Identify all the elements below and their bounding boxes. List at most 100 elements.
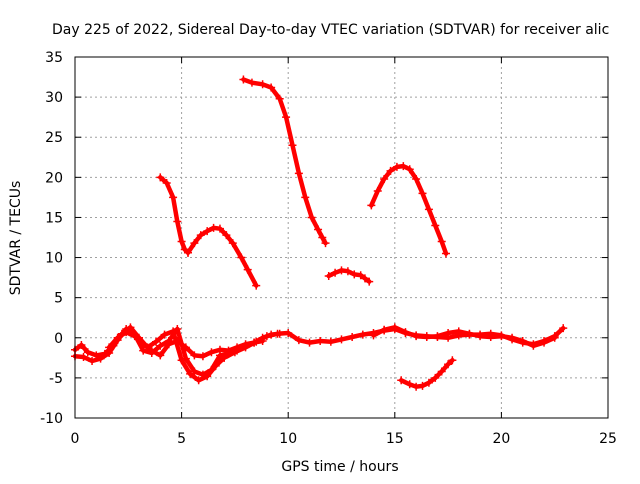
- x-tick-label: 0: [71, 431, 80, 447]
- data-point: [190, 351, 199, 360]
- data-point: [559, 324, 568, 333]
- data-point: [181, 354, 190, 363]
- data-point: [348, 332, 357, 341]
- data-point: [241, 340, 250, 349]
- data-point: [198, 370, 207, 379]
- data-point: [160, 330, 169, 339]
- data-point: [215, 345, 224, 354]
- data-point: [194, 376, 203, 385]
- data-point: [177, 356, 186, 365]
- data-point: [258, 80, 267, 89]
- y-tick-label: -5: [49, 371, 63, 387]
- data-point: [79, 353, 88, 362]
- data-point: [173, 336, 182, 345]
- data-point: [486, 332, 495, 341]
- plot-frame: [74, 56, 609, 419]
- data-point: [177, 237, 186, 246]
- x-tick-label: 25: [599, 431, 617, 447]
- data-point: [224, 346, 233, 355]
- data-point: [497, 332, 506, 341]
- data-point: [540, 338, 549, 347]
- data-point: [96, 354, 105, 363]
- data-point: [550, 333, 559, 342]
- data-point: [122, 328, 131, 337]
- y-tick-label: 0: [54, 331, 63, 347]
- data-point: [412, 332, 421, 341]
- data-point: [301, 193, 310, 202]
- data-point: [307, 213, 316, 222]
- data-point: [252, 281, 261, 290]
- y-tick-label: 10: [45, 251, 63, 267]
- data-point: [203, 227, 212, 236]
- data-point: [529, 341, 538, 350]
- data-point: [437, 367, 446, 376]
- data-point: [448, 356, 457, 365]
- data-point: [412, 382, 421, 391]
- data-point: [424, 378, 433, 387]
- data-point: [360, 274, 369, 283]
- series-near-zero-d: [369, 323, 559, 350]
- data-point: [186, 369, 195, 378]
- data-point: [365, 277, 374, 286]
- data-point: [318, 233, 327, 242]
- data-point: [369, 331, 378, 340]
- series-arc-left-2: [183, 223, 261, 290]
- data-point: [433, 332, 442, 341]
- data-point: [392, 162, 401, 171]
- series-near-zero-c: [105, 328, 267, 361]
- data-point: [405, 165, 414, 174]
- data-point: [207, 348, 216, 357]
- data-point: [173, 324, 182, 333]
- data-point: [196, 231, 205, 240]
- x-tick-label: 5: [177, 431, 186, 447]
- y-tick-label: 15: [45, 210, 63, 226]
- data-point: [418, 381, 427, 390]
- y-tick-label: 35: [45, 50, 63, 66]
- y-tick-label: 25: [45, 130, 63, 146]
- data-point: [422, 332, 431, 341]
- data-point: [343, 267, 352, 276]
- data-point: [267, 330, 276, 339]
- data-point: [316, 336, 325, 345]
- data-point: [181, 343, 190, 352]
- data-point: [156, 173, 165, 182]
- y-tick-labels: -10 -5 0 5 10 15 20 25 30 35: [40, 50, 63, 427]
- data-point: [173, 217, 182, 226]
- data-point: [397, 376, 406, 385]
- data-point: [222, 231, 231, 240]
- data-point: [233, 343, 242, 352]
- data-point: [324, 272, 333, 281]
- data-point: [228, 239, 237, 248]
- data-point: [337, 335, 346, 344]
- x-tick-label: 10: [279, 431, 297, 447]
- data-point: [321, 239, 330, 248]
- data-point: [401, 328, 410, 337]
- data-point: [77, 340, 86, 349]
- data-point: [113, 333, 122, 342]
- data-point: [331, 268, 340, 277]
- data-point: [294, 336, 303, 345]
- x-tick-labels: 0 5 10 15 20 25: [71, 431, 617, 447]
- data-point: [431, 221, 440, 230]
- data-point: [275, 329, 284, 338]
- data-point: [239, 75, 248, 84]
- data-layer: [71, 75, 568, 391]
- data-point: [326, 337, 335, 346]
- data-point: [454, 327, 463, 336]
- series-arc-right-1: [367, 162, 450, 258]
- data-point: [88, 357, 97, 366]
- data-point: [156, 341, 165, 350]
- data-point: [275, 94, 284, 103]
- data-point: [314, 225, 323, 234]
- data-point: [367, 201, 376, 210]
- data-point: [437, 237, 446, 246]
- y-tick-label: -10: [40, 411, 63, 427]
- x-axis-label: GPS time / hours: [281, 459, 398, 475]
- series-arc-low-right: [397, 356, 457, 391]
- y-tick-label: 5: [54, 291, 63, 307]
- data-point: [356, 271, 365, 280]
- data-point: [237, 253, 246, 262]
- data-point: [209, 223, 218, 232]
